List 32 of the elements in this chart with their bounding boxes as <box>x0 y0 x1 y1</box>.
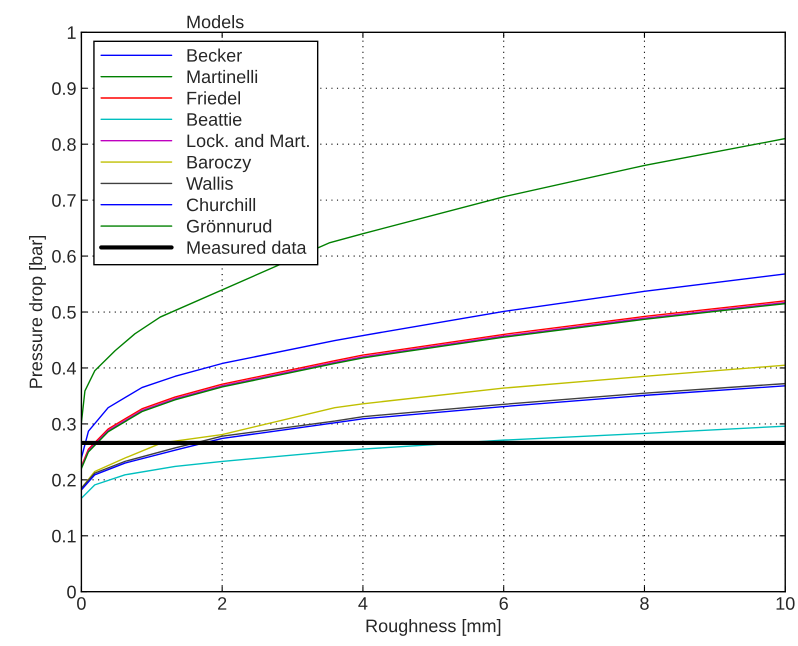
legend-label: Measured data <box>188 240 306 254</box>
x-tick-label: 4 <box>358 597 368 610</box>
legend-label: Grönnurud <box>186 219 272 233</box>
x-tick-label: 8 <box>640 597 649 610</box>
x-tick-label: 0 <box>77 597 86 610</box>
x-tick-label: 6 <box>500 597 508 610</box>
x-axis-title: Roughness [mm] <box>366 618 500 636</box>
legend-label: Churchill <box>186 198 256 212</box>
y-tick-label: 0.4 <box>52 362 76 375</box>
legend-label: Lock. and Mart. <box>188 134 309 148</box>
y-tick-label: 0.5 <box>52 306 76 319</box>
legend-label: Martinelli <box>188 70 258 84</box>
y-tick-label: 0.1 <box>52 530 76 543</box>
y-tick-label: 0.2 <box>52 474 76 487</box>
y-axis-title: Pressure drop [bar] <box>29 236 46 388</box>
legend-label: Baroczy <box>188 156 252 172</box>
line-series <box>81 425 786 500</box>
y-tick-label: 0 <box>67 586 76 598</box>
chart-title: Models <box>188 15 244 28</box>
y-tick-label: 0.7 <box>52 194 76 207</box>
x-tick-label: 10 <box>776 597 795 610</box>
y-tick-label: 0.9 <box>52 82 76 95</box>
line-series <box>81 273 786 459</box>
y-tick-label: 1 <box>68 26 76 39</box>
legend-label: Becker <box>188 48 242 62</box>
legend-label: Friedel <box>188 91 240 104</box>
y-tick-label: 0.6 <box>52 250 76 263</box>
x-tick-label: 2 <box>218 597 226 610</box>
legend-label: Wallis <box>186 176 233 190</box>
legend-label: Beattie <box>188 112 242 126</box>
y-tick-label: 0.3 <box>52 418 76 431</box>
y-tick-label: 0.8 <box>52 138 76 151</box>
